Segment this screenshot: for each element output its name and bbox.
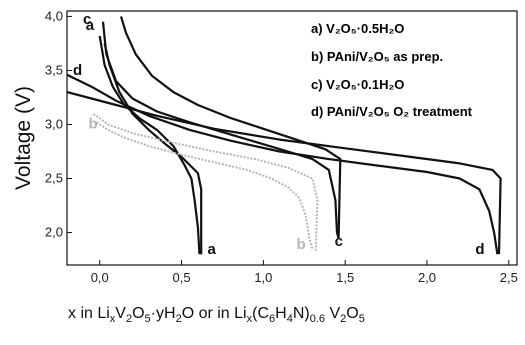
legend-item-d: d) PAni/V₂O₅ O₂ treatment [311, 104, 473, 119]
curve-label-b-end: b [296, 236, 305, 253]
curve-label-d-end: d [475, 241, 484, 258]
legend: a) V₂O₅·0.5H₂O b) PAni/V₂O₅ as prep. c) … [311, 21, 473, 119]
x-tick-label: 0,0 [91, 270, 109, 285]
x-tick-label: 2,5 [500, 270, 518, 285]
x-axis-title: x in LixV2O5·yH2O or in Lix(C6H4N)0.6 V2… [68, 305, 365, 325]
curve-labels: a a b c c d d b [73, 11, 485, 258]
series-b-discharge-line [95, 121, 314, 250]
y-tick-label: 2,0 [45, 225, 63, 240]
x-tick-label: 2,0 [418, 270, 436, 285]
y-tick-label: 2,5 [45, 171, 63, 186]
legend-item-c: c) V₂O₅·0.1H₂O [311, 77, 404, 92]
y-tick-label: 3,0 [45, 116, 63, 131]
series-layer [66, 16, 502, 255]
x-tick-label: 1,5 [336, 270, 354, 285]
x-tick-label: 0,5 [173, 270, 191, 285]
curve-label-b-start: b [88, 115, 97, 132]
axis-ticks: 0,0 0,5 1,0 1,5 2,0 2,5 2,0 2,5 3,0 3,5 4,0 [45, 8, 518, 285]
series-d-discharge-line [66, 73, 499, 255]
series-c-charge-line [119, 16, 342, 239]
curve-label-a-start: a [86, 17, 95, 34]
curve-label-c-end: c [335, 233, 343, 250]
legend-item-a: a) V₂O₅·0.5H₂O [311, 21, 404, 36]
curve-label-d-start: d [73, 62, 82, 79]
series-d-charge-line [66, 91, 502, 255]
legend-item-b: b) PAni/V₂O₅ as prep. [311, 49, 443, 64]
plot-frame [66, 10, 518, 266]
series-c-discharge-line [101, 21, 340, 239]
curve-label-a-end: a [208, 241, 217, 258]
y-axis-title: Voltage (V) [12, 86, 35, 190]
series-a-discharge-line [98, 35, 201, 255]
y-tick-label: 3,5 [45, 62, 63, 77]
y-tick-label: 4,0 [45, 8, 63, 23]
series-a-charge-line [103, 43, 203, 255]
curve-label-c-start: c [83, 11, 91, 28]
x-tick-label: 1,0 [254, 270, 272, 285]
series-b-charge-line [91, 112, 319, 251]
